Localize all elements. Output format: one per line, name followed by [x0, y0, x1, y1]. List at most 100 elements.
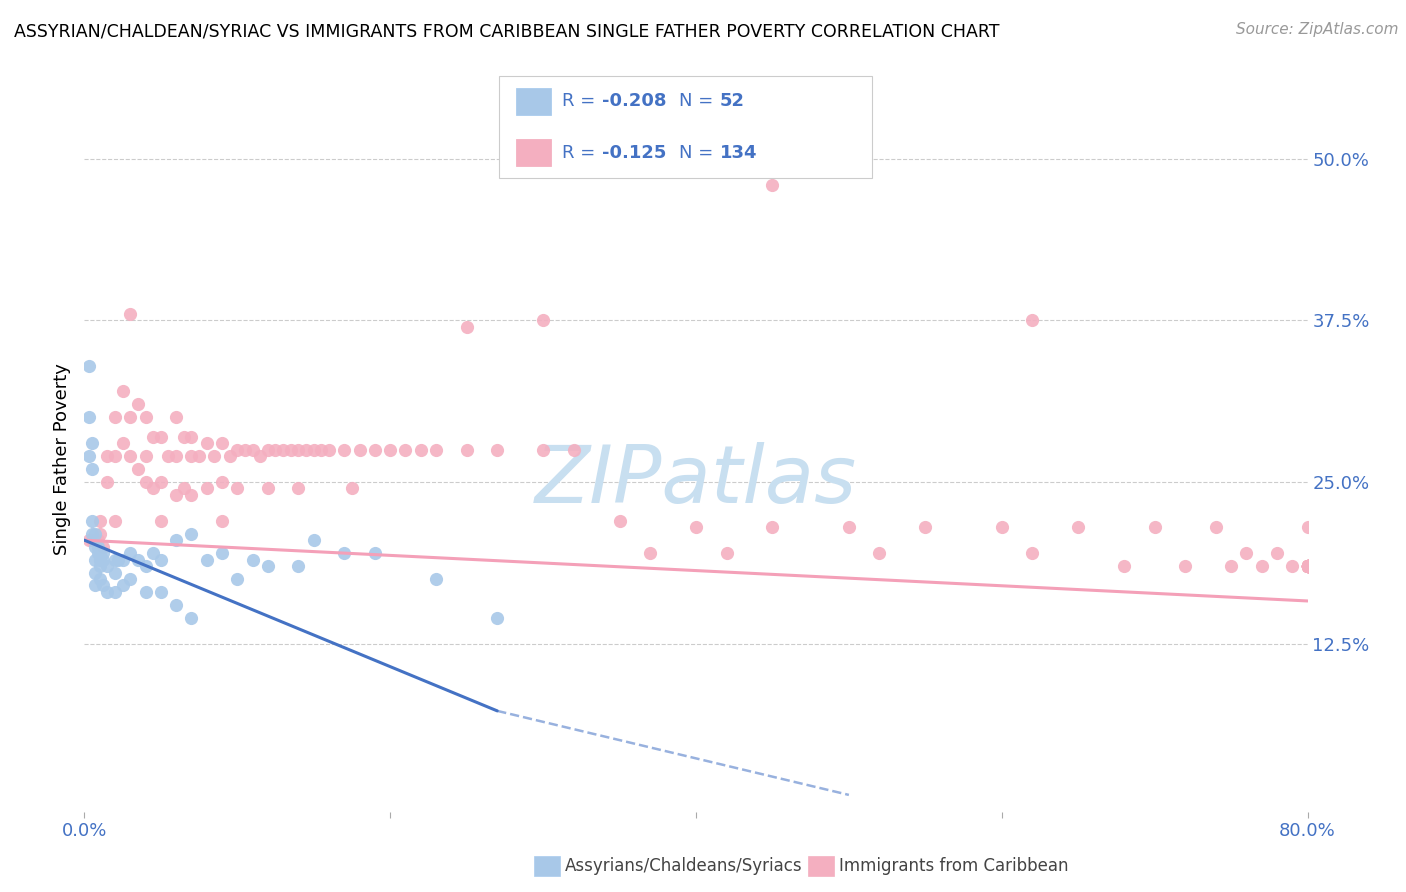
Point [1143, 520, 1166, 534]
Point [111, 552, 134, 566]
Point [242, 552, 264, 566]
Point [394, 442, 416, 457]
Point [1021, 546, 1043, 560]
Point [135, 449, 157, 463]
Point [364, 546, 387, 560]
Point [869, 546, 891, 560]
Text: Assyrians/Chaldeans/Syriacs: Assyrians/Chaldeans/Syriacs [565, 857, 803, 875]
Point [104, 514, 127, 528]
Point [180, 488, 202, 502]
Point [104, 585, 127, 599]
Point [1296, 559, 1319, 574]
Point [91, 578, 114, 592]
Point [302, 442, 325, 457]
Point [1296, 559, 1319, 574]
Point [1296, 559, 1319, 574]
Point [914, 520, 936, 534]
Point [165, 488, 187, 502]
Point [149, 514, 172, 528]
Point [80, 526, 103, 541]
Point [295, 442, 318, 457]
Point [120, 572, 142, 586]
Point [257, 559, 280, 574]
Point [257, 442, 280, 457]
Point [1296, 559, 1319, 574]
Point [1296, 559, 1319, 574]
Point [380, 442, 402, 457]
Point [1296, 559, 1319, 574]
Point [84, 566, 107, 580]
Point [165, 449, 187, 463]
Point [77, 449, 100, 463]
Point [91, 552, 114, 566]
Text: ZIPatlas: ZIPatlas [534, 442, 858, 519]
Point [84, 578, 107, 592]
Point [1296, 559, 1319, 574]
Point [77, 533, 100, 548]
Point [1296, 559, 1319, 574]
Text: R =: R = [562, 93, 602, 111]
Point [111, 436, 134, 450]
Point [180, 449, 202, 463]
Point [91, 546, 114, 560]
Point [685, 520, 707, 534]
Point [1296, 559, 1319, 574]
Point [1296, 559, 1319, 574]
Point [486, 611, 509, 625]
Point [1296, 559, 1319, 574]
Point [89, 559, 111, 574]
Point [1296, 559, 1319, 574]
Point [287, 482, 309, 496]
Point [202, 449, 225, 463]
Point [135, 585, 157, 599]
Point [1296, 559, 1319, 574]
Point [218, 449, 240, 463]
Point [1265, 546, 1288, 560]
Point [486, 442, 509, 457]
Point [89, 572, 111, 586]
Point [991, 520, 1014, 534]
Point [1296, 559, 1319, 574]
Point [173, 430, 195, 444]
Point [1296, 559, 1319, 574]
Point [96, 475, 118, 489]
Point [1250, 559, 1272, 574]
Point [1296, 559, 1319, 574]
Text: -0.125: -0.125 [602, 144, 666, 161]
Point [120, 410, 142, 425]
Point [456, 319, 478, 334]
Point [226, 572, 249, 586]
Point [302, 533, 325, 548]
Point [1296, 559, 1319, 574]
Point [149, 475, 172, 489]
Point [149, 585, 172, 599]
Point [761, 520, 783, 534]
Point [165, 533, 187, 548]
Point [1296, 559, 1319, 574]
Point [104, 410, 127, 425]
Point [142, 482, 165, 496]
Point [1296, 559, 1319, 574]
Point [120, 307, 142, 321]
Point [195, 552, 218, 566]
Point [77, 410, 100, 425]
Point [531, 442, 554, 457]
Point [1114, 559, 1136, 574]
Text: 52: 52 [720, 93, 745, 111]
Point [1067, 520, 1090, 534]
Point [127, 552, 149, 566]
Point [1296, 559, 1319, 574]
Point [127, 462, 149, 476]
Point [104, 552, 127, 566]
Point [1281, 559, 1303, 574]
Point [84, 526, 107, 541]
Point [1296, 559, 1319, 574]
Point [242, 442, 264, 457]
Point [104, 566, 127, 580]
Point [89, 546, 111, 560]
Text: N =: N = [679, 93, 718, 111]
Point [1296, 520, 1319, 534]
Point [1296, 559, 1319, 574]
Point [1296, 559, 1319, 574]
Point [211, 546, 233, 560]
